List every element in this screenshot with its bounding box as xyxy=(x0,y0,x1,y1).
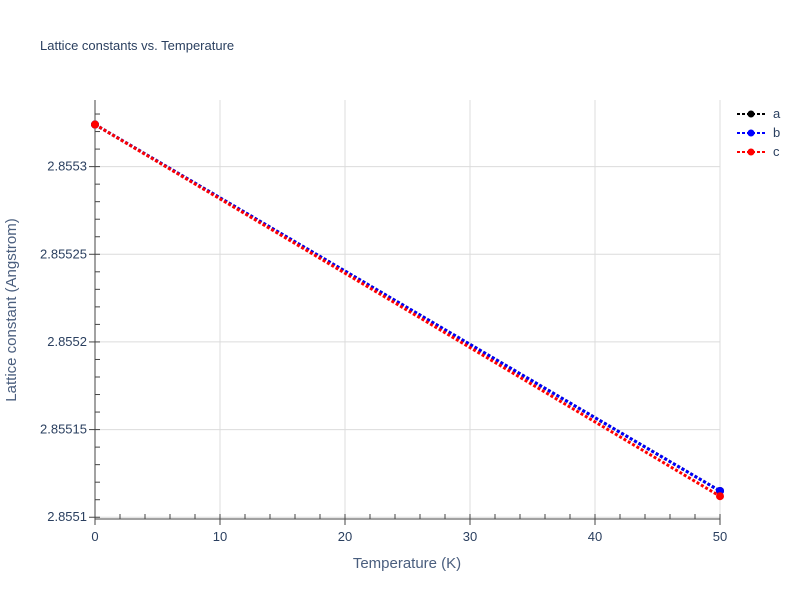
y-tick-label: 2.8553 xyxy=(47,159,87,174)
x-tick-label: 0 xyxy=(91,529,98,544)
y-tick-label: 2.8551 xyxy=(47,509,87,524)
y-axis: 2.8551 2.85515 2.8552 2.85525 2.8553 xyxy=(40,100,100,524)
series-point-c xyxy=(91,120,99,129)
series-line-c xyxy=(94,123,721,498)
chart-title: Lattice constants vs. Temperature xyxy=(40,38,234,53)
legend-item-a[interactable]: a xyxy=(737,106,781,121)
x-tick-label: 30 xyxy=(463,529,477,544)
y-tick-label: 2.85515 xyxy=(40,422,87,437)
plot-area xyxy=(91,120,724,501)
x-axis-title: Temperature (K) xyxy=(353,555,461,572)
legend-label: b xyxy=(773,125,780,140)
x-tick-label: 20 xyxy=(338,529,352,544)
legend-item-b[interactable]: b xyxy=(737,125,780,140)
y-tick-label: 2.85525 xyxy=(40,246,87,261)
grid xyxy=(95,100,721,519)
legend-item-c[interactable]: c xyxy=(737,144,780,159)
legend-label: a xyxy=(773,106,781,121)
y-tick-label: 2.8552 xyxy=(47,334,87,349)
x-axis: 0 10 20 30 40 50 xyxy=(91,514,727,544)
y-axis-title: Lattice constant (Angstrom) xyxy=(3,218,20,401)
x-tick-label: 40 xyxy=(588,529,602,544)
legend-marker-icon xyxy=(747,110,755,118)
legend[interactable]: abc xyxy=(737,106,781,159)
series-point-c xyxy=(716,492,724,501)
legend-marker-icon xyxy=(747,129,755,137)
x-tick-label: 50 xyxy=(713,529,727,544)
legend-label: c xyxy=(773,144,780,159)
x-tick-label: 10 xyxy=(213,529,227,544)
legend-marker-icon xyxy=(747,148,755,156)
